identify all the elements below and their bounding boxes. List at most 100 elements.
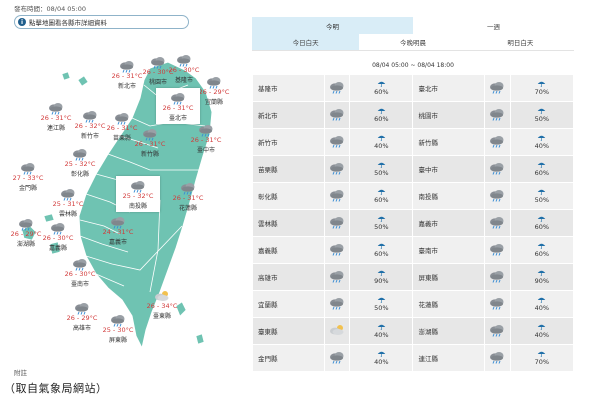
cloud-rain-icon [50,220,66,235]
forecast-period: 08/04 05:00 ~ 08/04 18:00 [372,62,454,69]
map-city-miaoli[interactable]: 26 - 31°C 苗栗縣 [100,110,144,142]
city-name[interactable]: 雲林縣 [252,209,325,237]
rain-probability: 40% [534,303,550,312]
city-name[interactable]: 桃園市 [412,101,486,129]
map-city-lienchiang[interactable]: 26 - 31°C 連江縣 [34,100,78,132]
city-name[interactable]: 臺北市 [412,74,486,102]
cloud-rain-icon [489,135,505,148]
cloud-rain-icon [72,146,88,161]
map-city-yilan[interactable]: 26 - 29°C 宜蘭縣 [192,74,236,106]
city-name[interactable]: 臺南市 [412,236,486,264]
tab-today-daytime[interactable]: 今日白天 [252,34,360,50]
rain-probability: 60% [374,114,389,123]
map-city-yunlin[interactable]: 25 - 31°C 雲林縣 [46,186,90,218]
map-city-hsinchu-city[interactable]: 26 - 32°C 新竹市 [68,108,112,140]
map-city-tainan[interactable]: 26 - 30°C 臺南市 [58,256,102,288]
rain-probability: 60% [374,195,389,204]
footnote: 附註 [14,369,27,377]
cloud-rain-icon [82,108,98,123]
city-name[interactable]: 新竹縣 [412,128,486,156]
city-name[interactable]: 宜蘭縣 [252,290,325,318]
table-row: 基隆市 60% 臺北市 70% [252,74,575,102]
map-city-nantou[interactable]: 25 - 32°C 南投縣 [116,176,160,212]
cloud-rain-icon [150,54,166,69]
umbrella-icon [377,81,386,87]
map-city-taitung[interactable]: 26 - 34°C 臺東縣 [140,288,184,320]
umbrella-icon [377,270,386,276]
cloud-rain-icon [198,122,214,137]
cloud-rain-icon [489,324,505,337]
cloud-rain-icon [110,312,126,327]
city-name[interactable]: 澎湖縣 [412,317,486,345]
map-city-keelung[interactable]: 26 - 30°C 基隆市 [162,52,206,84]
cloud-rain-icon [329,135,345,148]
umbrella-icon [377,297,386,303]
umbrella-icon [538,216,546,222]
map-city-hsinchu-county[interactable]: 26 - 31°C 新竹縣 [128,126,172,158]
table-row: 高雄市 90% 屏東縣 90% [252,263,575,291]
map-city-pingtung[interactable]: 25 - 30°C 屏東縣 [96,312,140,344]
city-name[interactable]: 彰化縣 [252,182,325,210]
rain-probability: 50% [534,195,550,204]
map-city-new-taipei[interactable]: 26 - 31°C 新北市 [105,58,149,90]
map-city-hualien[interactable]: 26 - 31°C 花蓮縣 [166,180,210,212]
map-city-penghu[interactable]: 26 - 29°C 澎湖縣 [4,216,48,248]
cloud-rain-icon [489,162,505,175]
rain-probability: 40% [534,330,550,339]
cloud-rain-icon [329,297,345,310]
city-name[interactable]: 臺中市 [412,155,486,183]
umbrella-icon [538,108,546,114]
cloud-rain-icon [329,81,345,94]
rain-probability: 40% [374,357,389,366]
rain-probability: 60% [534,168,550,177]
tab-week[interactable]: 一週 [487,22,500,31]
tab-tomorrow-daytime[interactable]: 明日白天 [507,39,534,47]
cloud-rain-icon [329,216,345,229]
city-name[interactable]: 新竹市 [252,128,325,156]
umbrella-icon [538,351,546,357]
map-city-taichung[interactable]: 26 - 31°C 臺中市 [184,122,228,154]
umbrella-icon [538,135,546,141]
map-city-changhua[interactable]: 25 - 32°C 彰化縣 [58,146,102,178]
city-name[interactable]: 基隆市 [252,74,325,102]
umbrella-icon [538,243,546,249]
tab-today[interactable]: 今明 [252,17,413,34]
cloud-rain-icon [489,108,505,121]
city-name[interactable]: 屏東縣 [412,263,486,291]
city-name[interactable]: 高雄市 [252,263,325,291]
city-name[interactable]: 金門縣 [252,344,325,372]
city-name[interactable]: 花蓮縣 [412,290,486,318]
city-name[interactable]: 南投縣 [412,182,486,210]
cloud-rain-icon [72,256,88,271]
rain-probability: 40% [534,141,550,150]
rain-probability: 60% [534,222,550,231]
map-city-chiayi-county[interactable]: 26 - 30°C 嘉義縣 [36,220,80,252]
cloud-rain-icon [489,216,505,229]
cloud-rain-icon [130,178,146,193]
map-city-taipei[interactable]: 26 - 31°C 臺北市 [156,88,200,124]
cloud-rain-icon [119,58,135,73]
map-city-kinmen[interactable]: 27 - 33°C 金門縣 [6,160,50,192]
tab-tonight[interactable]: 今晚明晨 [399,39,426,47]
umbrella-icon [538,324,546,330]
rain-probability: 90% [374,276,389,285]
cloud-rain-icon [489,81,505,94]
city-name[interactable]: 嘉義縣 [252,236,325,264]
taiwan-map[interactable]: 26 - 31°C 新北市 26 - 30°C 桃園市 26 - 30°C 基隆市 2… [0,30,245,360]
city-name[interactable]: 苗栗縣 [252,155,325,183]
city-name[interactable]: 新北市 [252,101,325,129]
umbrella-icon [377,243,386,249]
city-name[interactable]: 連江縣 [412,344,486,372]
map-city-chiayi-city[interactable]: 24 - 31°C 嘉義市 [96,214,140,246]
city-name[interactable]: 嘉義市 [412,209,486,237]
cloud-rain-icon [329,351,345,364]
map-city-kaohsiung[interactable]: 26 - 29°C 高雄市 [60,300,104,332]
map-notice[interactable]: i 點擊地圖看各縣市詳細資料 [14,15,189,29]
map-city-taoyuan[interactable]: 26 - 30°C 桃園市 [136,54,180,86]
image-caption: （取自氣象局網站） [4,382,108,395]
table-row: 臺東縣 40% 澎湖縣 40% [252,317,575,345]
city-name[interactable]: 臺東縣 [252,317,325,345]
cloud-rain-icon [142,126,158,141]
umbrella-icon [377,189,386,195]
cloud-rain-icon [489,189,505,202]
